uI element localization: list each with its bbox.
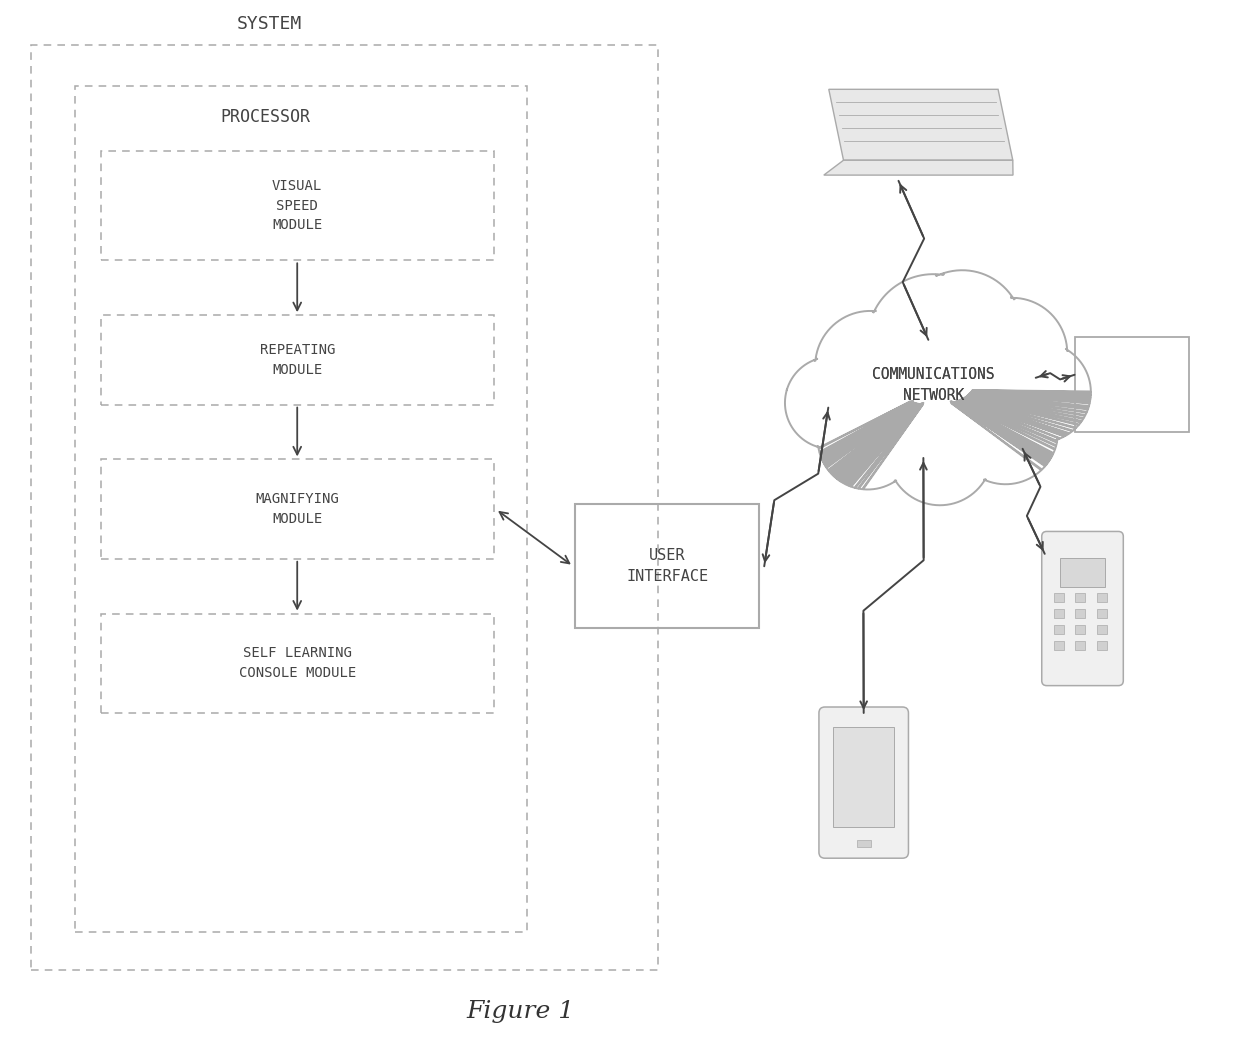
FancyBboxPatch shape [1042, 531, 1124, 686]
Bar [1075, 593, 1085, 602]
Text: VISUAL
SPEED
MODULE: VISUAL SPEED MODULE [273, 180, 322, 232]
FancyBboxPatch shape [819, 707, 908, 858]
Bar [1075, 625, 1085, 634]
Bar [1061, 559, 1105, 587]
Text: MAGNIFYING
MODULE: MAGNIFYING MODULE [255, 493, 339, 526]
Text: PROCESSOR: PROCESSOR [221, 109, 310, 126]
Polygon shape [869, 276, 997, 405]
Polygon shape [902, 272, 1021, 392]
Text: SYSTEM: SYSTEM [237, 15, 302, 32]
Polygon shape [786, 270, 1090, 505]
Bar [1053, 641, 1063, 649]
Bar [575, 504, 760, 628]
Bar [1053, 593, 1063, 602]
Text: SELF LEARNING
CONSOLE MODULE: SELF LEARNING CONSOLE MODULE [239, 646, 356, 680]
Bar [1097, 593, 1106, 602]
Text: COMMUNICATIONS
NETWORK: COMMUNICATIONS NETWORK [872, 366, 995, 403]
Bar [1053, 609, 1063, 618]
Bar [1097, 641, 1106, 649]
Polygon shape [829, 90, 1012, 160]
Bar [1097, 609, 1106, 618]
Bar [100, 151, 493, 260]
Polygon shape [990, 343, 1089, 442]
Bar [1075, 641, 1085, 649]
Bar [834, 727, 895, 827]
Bar [1075, 609, 1085, 618]
Bar [100, 315, 493, 405]
Polygon shape [787, 357, 877, 448]
Bar [1097, 625, 1106, 634]
Text: COMMUNICATIONS
NETWORK: COMMUNICATIONS NETWORK [872, 366, 995, 403]
Polygon shape [888, 400, 991, 503]
Text: USER
INTERFACE: USER INTERFACE [626, 548, 709, 585]
Bar [856, 840, 871, 848]
Text: REPEATING
MODULE: REPEATING MODULE [259, 343, 335, 377]
Bar [74, 87, 528, 932]
Bar [100, 614, 493, 713]
Bar [100, 459, 493, 559]
Polygon shape [957, 300, 1066, 408]
Bar [31, 45, 658, 970]
Polygon shape [819, 389, 918, 488]
Bar [1075, 337, 1189, 432]
Bar [1053, 625, 1063, 634]
Polygon shape [824, 160, 1014, 175]
Polygon shape [817, 312, 926, 421]
Polygon shape [953, 379, 1056, 482]
Text: Figure 1: Figure 1 [466, 1000, 575, 1023]
